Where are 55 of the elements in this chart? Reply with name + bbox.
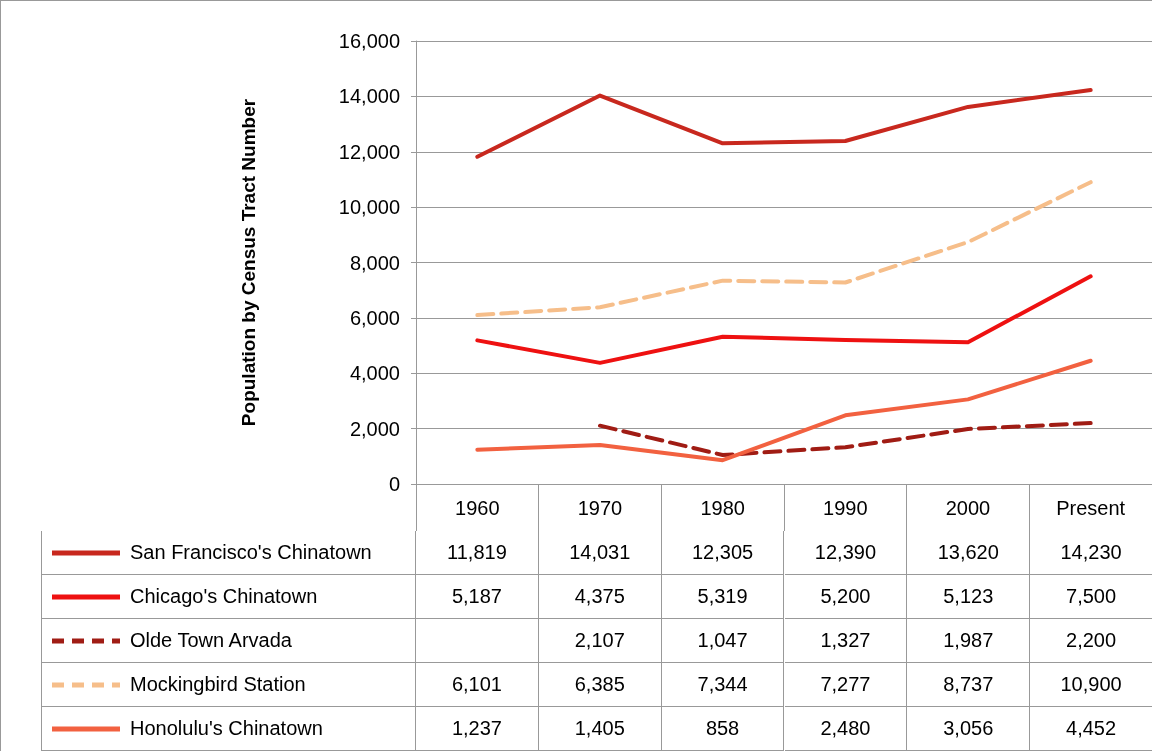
y-tick-label: 6,000 [349,306,400,329]
data-label: 12,305 [661,531,785,575]
data-label: 14,230 [1030,531,1152,575]
data-label: 2,480 [784,707,908,751]
line-series [475,358,1093,463]
data-label: 5,187 [416,575,539,619]
legend-label: San Francisco's Chinatown [130,541,372,564]
data-label: 2,200 [1030,619,1152,663]
y-axis-title: Population by Census Tract Number [238,98,259,427]
x-tick-label: 2000 [945,497,991,519]
data-label: 13,620 [907,531,1031,575]
line-series [598,421,1093,458]
data-label: 7,344 [661,663,785,707]
y-tick-label: 8,000 [349,251,400,274]
y-tick-label: 14,000 [338,85,400,108]
data-label: 2,107 [538,619,662,663]
legend-label: Honolulu's Chinatown [130,717,323,740]
data-label: 6,385 [538,663,662,707]
x-tick-label: Present [1056,497,1126,519]
data-label: 1,405 [538,707,662,751]
data-label: 1,327 [784,619,908,663]
legend-label: Chicago's Chinatown [130,585,318,608]
x-tick-label: 1980 [700,497,745,519]
data-label: 3,056 [907,707,1031,751]
data-label: 7,277 [784,663,908,707]
data-label: 5,123 [907,575,1031,619]
x-tick-label: 1960 [455,497,500,519]
line-series [475,180,1093,318]
y-tick-label: 0 [388,473,400,495]
data-label: 1,987 [907,619,1031,663]
y-tick-label: 4,000 [349,362,400,385]
legend-label: Olde Town Arvada [130,629,292,652]
data-label: 8,737 [907,663,1031,707]
data-label: 4,375 [538,575,662,619]
y-tick-label: 2,000 [349,417,400,440]
data-label: 5,319 [661,575,785,619]
data-label: 10,900 [1030,663,1152,707]
y-tick-label: 10,000 [338,196,400,219]
data-label: 4,452 [1030,707,1152,751]
data-label: 6,101 [416,663,539,707]
line-series [475,274,1093,365]
data-label: 12,390 [784,531,908,575]
x-tick-label: 1970 [577,497,623,519]
legend-label: Mockingbird Station [130,673,306,696]
data-label: 858 [661,707,785,751]
x-tick-label: 1990 [823,497,868,519]
data-label: 7,500 [1030,575,1152,619]
y-tick-label: 16,000 [338,30,400,52]
data-label: 5,200 [784,575,908,619]
line-series [475,88,1093,159]
data-label: 1,237 [416,707,539,751]
data-label: 11,819 [416,531,539,575]
data-label: 14,031 [538,531,662,575]
data-label: 1,047 [661,619,785,663]
y-tick-label: 12,000 [338,140,400,163]
